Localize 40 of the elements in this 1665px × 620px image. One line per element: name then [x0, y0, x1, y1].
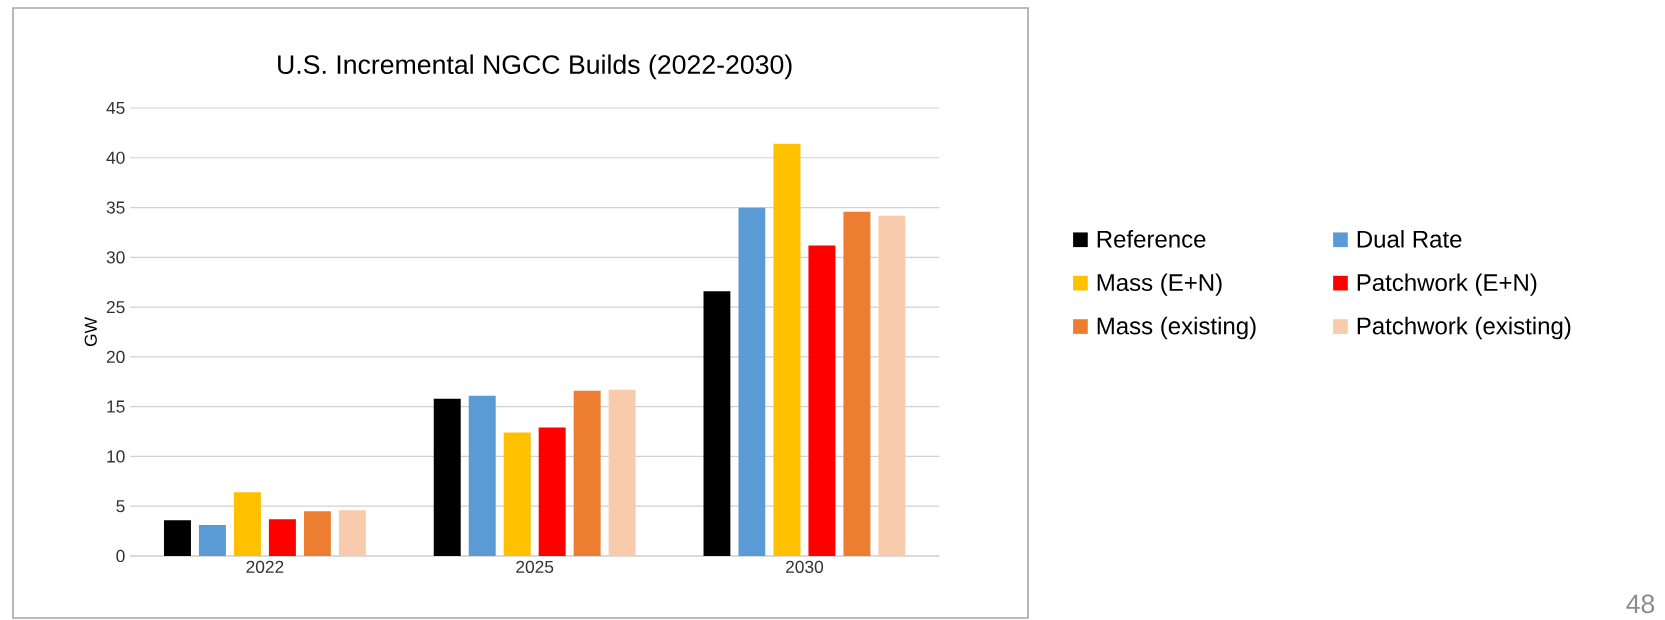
legend-label: Dual Rate — [1357, 230, 1462, 248]
y-axis-title: GW — [84, 317, 97, 347]
bar — [198, 525, 226, 556]
x-tick-label: 2022 — [246, 560, 284, 573]
bar — [703, 291, 731, 556]
y-tick-label: 15 — [107, 400, 125, 413]
x-tick-label: 2030 — [786, 560, 824, 573]
bar — [303, 511, 331, 556]
bar — [773, 143, 801, 556]
bar — [433, 398, 461, 556]
bar — [573, 390, 601, 556]
y-tick-label: 10 — [107, 450, 125, 463]
y-tick-label: 0 — [116, 549, 125, 563]
y-tick-label: 30 — [106, 251, 125, 264]
bar — [268, 519, 296, 556]
legend-label: Patchwork (existing) — [1357, 316, 1571, 340]
y-tick-label: 5 — [116, 500, 125, 513]
bar — [503, 432, 531, 556]
bar — [338, 510, 366, 556]
y-tick-label: 35 — [106, 201, 125, 214]
bar — [843, 211, 871, 556]
y-tick-label: 45 — [106, 101, 125, 115]
bar — [233, 492, 261, 556]
bar — [163, 520, 191, 556]
legend-label: Mass (E+N) — [1097, 273, 1222, 296]
bar — [738, 207, 766, 556]
x-tick-label: 2025 — [516, 560, 554, 573]
bar — [808, 245, 836, 556]
legend-label: Patchwork (E+N) — [1357, 273, 1537, 296]
bar — [878, 215, 906, 556]
y-tick-label: 25 — [106, 300, 125, 314]
legend-label: Reference — [1097, 230, 1206, 248]
chart-title: U.S. Incremental NGCC Builds (2022-2030) — [278, 54, 792, 80]
bar — [538, 427, 566, 556]
y-tick-label: 20 — [106, 350, 125, 364]
text: 48 — [1626, 594, 1655, 614]
legend-label: Mass (existing) — [1097, 316, 1256, 340]
y-tick-label: 40 — [106, 151, 125, 164]
bar — [468, 395, 496, 556]
bar — [608, 389, 636, 556]
